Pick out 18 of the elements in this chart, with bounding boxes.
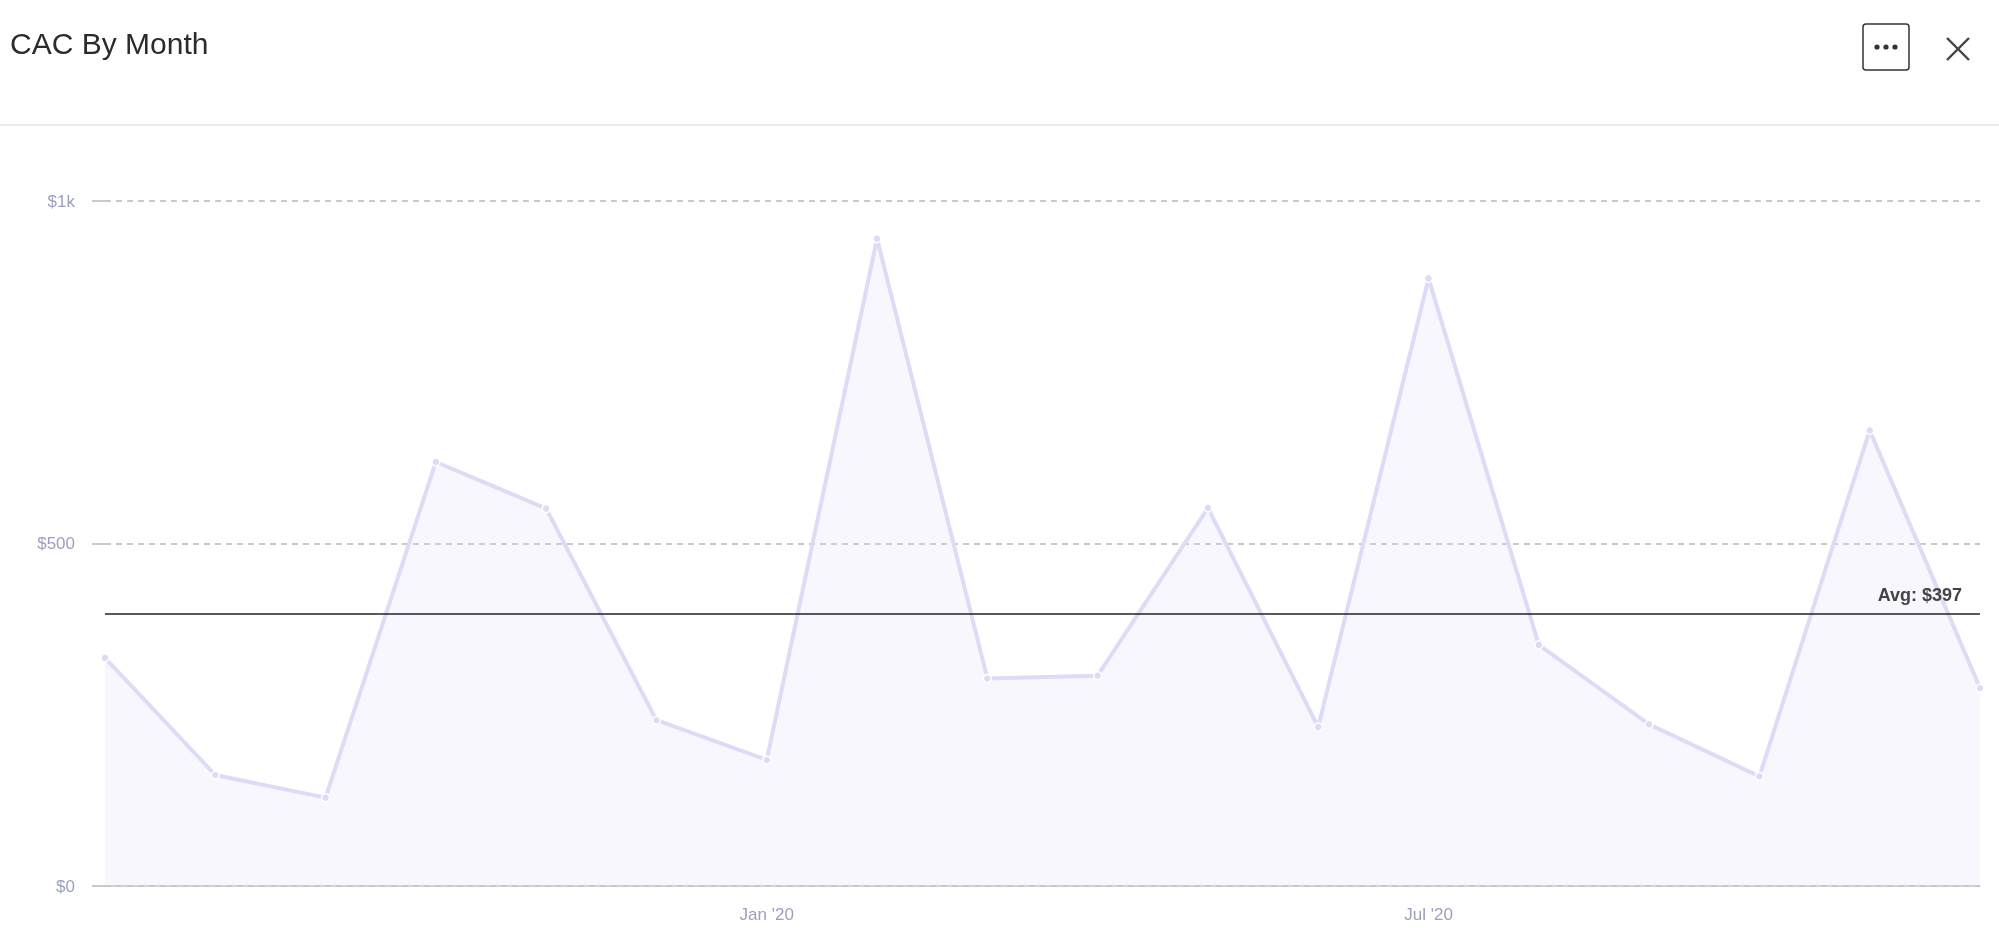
chart-title: CAC By Month (10, 26, 209, 62)
y-tick-label: $0 (56, 876, 75, 896)
point (1092, 670, 1103, 681)
point (982, 673, 993, 684)
point (1644, 719, 1654, 730)
x-tick-label: Jul '20 (1404, 905, 1453, 924)
ref-line-label: Avg: $397 (1877, 585, 1962, 606)
point (1534, 640, 1544, 650)
point (651, 715, 662, 725)
point (320, 792, 331, 803)
y-tick-label: $500 (37, 534, 75, 553)
point (762, 755, 772, 765)
y-tick-label: $1k (47, 191, 76, 211)
point (1754, 771, 1765, 782)
point (1203, 503, 1213, 513)
x-tick-label: Jan '20 (739, 905, 794, 924)
point (1313, 722, 1323, 732)
point (210, 770, 221, 780)
